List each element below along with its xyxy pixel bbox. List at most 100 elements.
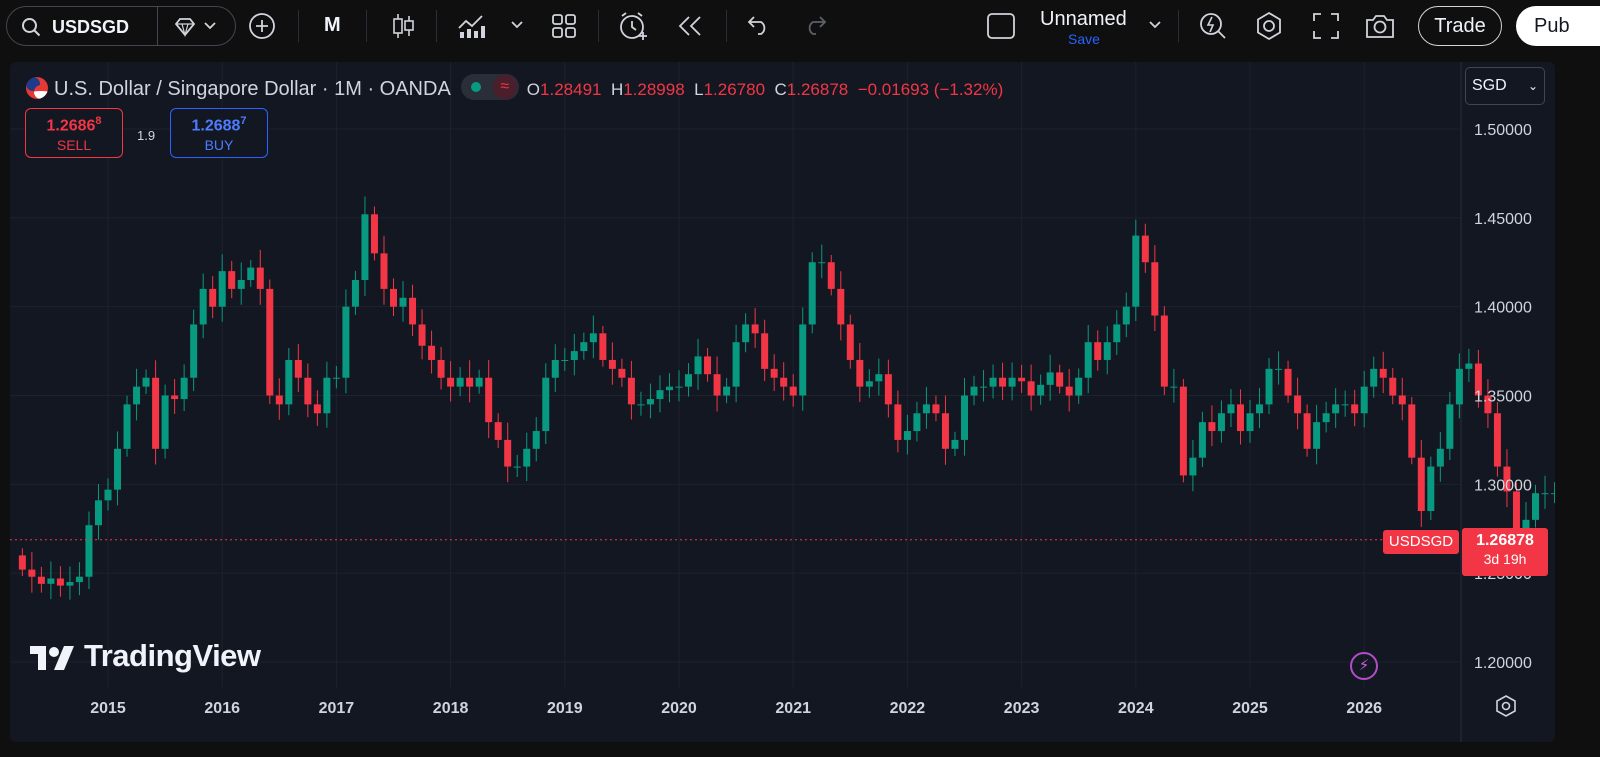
candle	[161, 384, 169, 459]
candle-body	[542, 377, 550, 432]
candle-body	[685, 374, 693, 387]
candle-body	[1208, 422, 1216, 432]
camera-icon[interactable]	[1364, 12, 1396, 40]
candle	[1256, 387, 1264, 429]
candle-body	[161, 395, 169, 449]
candle	[761, 319, 769, 382]
publish-button[interactable]: Pub	[1516, 6, 1600, 46]
candle-body	[1493, 413, 1501, 467]
buy-price: 1.2688	[191, 117, 241, 135]
candle-body	[1284, 368, 1292, 396]
candle-body	[1189, 457, 1197, 476]
candles-icon[interactable]	[390, 12, 416, 40]
buy-button[interactable]: 1.26887 BUY	[170, 108, 268, 158]
symbol-search[interactable]: USDSGD	[6, 6, 236, 46]
market-open-dot-icon	[470, 82, 481, 92]
trade-button[interactable]: Trade	[1418, 6, 1502, 46]
candle-body	[447, 377, 455, 387]
candle	[1341, 390, 1349, 417]
candle	[646, 383, 654, 419]
candle-body	[133, 386, 141, 405]
candle	[1455, 353, 1463, 419]
candle-body	[1341, 404, 1349, 406]
candle-body	[618, 368, 626, 378]
candle	[523, 432, 531, 482]
chevron-down-icon[interactable]	[203, 21, 217, 31]
lightning-icon[interactable]: ⚡	[1350, 652, 1378, 680]
candle	[1436, 431, 1444, 482]
candle	[171, 379, 179, 414]
sell-price-pip: 8	[95, 115, 102, 127]
chart-title[interactable]: U.S. Dollar / Singapore Dollar · 1M · OA…	[54, 78, 451, 100]
undo-icon[interactable]	[746, 14, 772, 36]
candle-body	[1484, 395, 1492, 414]
candle	[1151, 245, 1159, 332]
candle	[961, 378, 968, 456]
candle	[1056, 364, 1064, 394]
candle	[133, 368, 141, 421]
candle	[1227, 389, 1235, 427]
candle-body	[1408, 404, 1416, 458]
sell-price: 1.2686	[46, 117, 96, 135]
last-price-symbol-tag: USDSGD	[1383, 530, 1459, 554]
candle-body	[837, 288, 845, 325]
candle	[256, 249, 264, 305]
toolbar-separator	[298, 10, 299, 42]
candle	[1246, 400, 1254, 443]
candle-body	[237, 280, 245, 289]
candle-body	[637, 404, 645, 406]
candle	[1198, 411, 1206, 468]
candle-body	[970, 386, 978, 396]
candle	[1236, 389, 1244, 445]
fullscreen-icon[interactable]	[1312, 12, 1340, 40]
chart-panel[interactable]: 1.200001.250001.300001.350001.400001.450…	[10, 62, 1555, 742]
save-button[interactable]: Save	[1068, 31, 1100, 47]
candle	[456, 367, 464, 397]
layout-icon[interactable]	[986, 12, 1016, 40]
diamond-icon[interactable]	[172, 17, 198, 37]
candle-body	[932, 404, 940, 414]
scale-settings-icon[interactable]	[1494, 694, 1518, 718]
candle-body	[485, 377, 493, 423]
symbol-name[interactable]: USDSGD	[52, 17, 130, 37]
interval-button[interactable]: M	[324, 14, 341, 36]
candle	[266, 279, 274, 404]
candle	[1217, 400, 1225, 443]
compare-add-icon[interactable]	[248, 12, 276, 40]
last-price-label: 1.26878 3d 19h	[1462, 528, 1548, 576]
candle	[1503, 449, 1511, 508]
candle	[247, 260, 255, 287]
sell-button[interactable]: 1.26868 SELL	[25, 108, 123, 158]
candle	[494, 413, 502, 449]
candle	[1075, 368, 1083, 404]
indicators-icon[interactable]	[456, 12, 488, 40]
chevron-down-icon[interactable]	[510, 20, 524, 30]
candle	[504, 422, 512, 483]
search-icon	[22, 18, 41, 37]
replay-icon[interactable]	[676, 14, 706, 38]
settings-gear-icon[interactable]	[1254, 11, 1284, 41]
quick-search-icon[interactable]	[1198, 10, 1228, 42]
candle-body	[1427, 466, 1435, 511]
candle	[751, 308, 759, 349]
candle-body	[380, 253, 388, 289]
candle-body	[1122, 306, 1130, 325]
candle-body	[627, 377, 635, 405]
x-tick-label: 2021	[775, 700, 811, 717]
market-status[interactable]: ≈	[460, 74, 519, 100]
sell-label: SELL	[56, 137, 92, 154]
candle	[1208, 405, 1216, 447]
candle-body	[1541, 493, 1549, 495]
toolbar-separator	[1178, 10, 1179, 42]
candle-body	[18, 555, 26, 570]
candle-body	[142, 377, 150, 387]
chevron-down-icon[interactable]	[1148, 20, 1162, 30]
layout-name[interactable]: Unnamed	[1040, 8, 1127, 30]
redo-icon[interactable]	[802, 14, 828, 36]
templates-icon[interactable]	[550, 12, 578, 40]
currency-select[interactable]: SGD ⌄	[1465, 67, 1545, 105]
alert-clock-icon[interactable]	[618, 10, 650, 42]
candlestick-chart[interactable]: 1.200001.250001.300001.350001.400001.450…	[10, 62, 1555, 742]
top-toolbar: USDSGD M	[0, 0, 1600, 54]
candle	[28, 551, 36, 593]
